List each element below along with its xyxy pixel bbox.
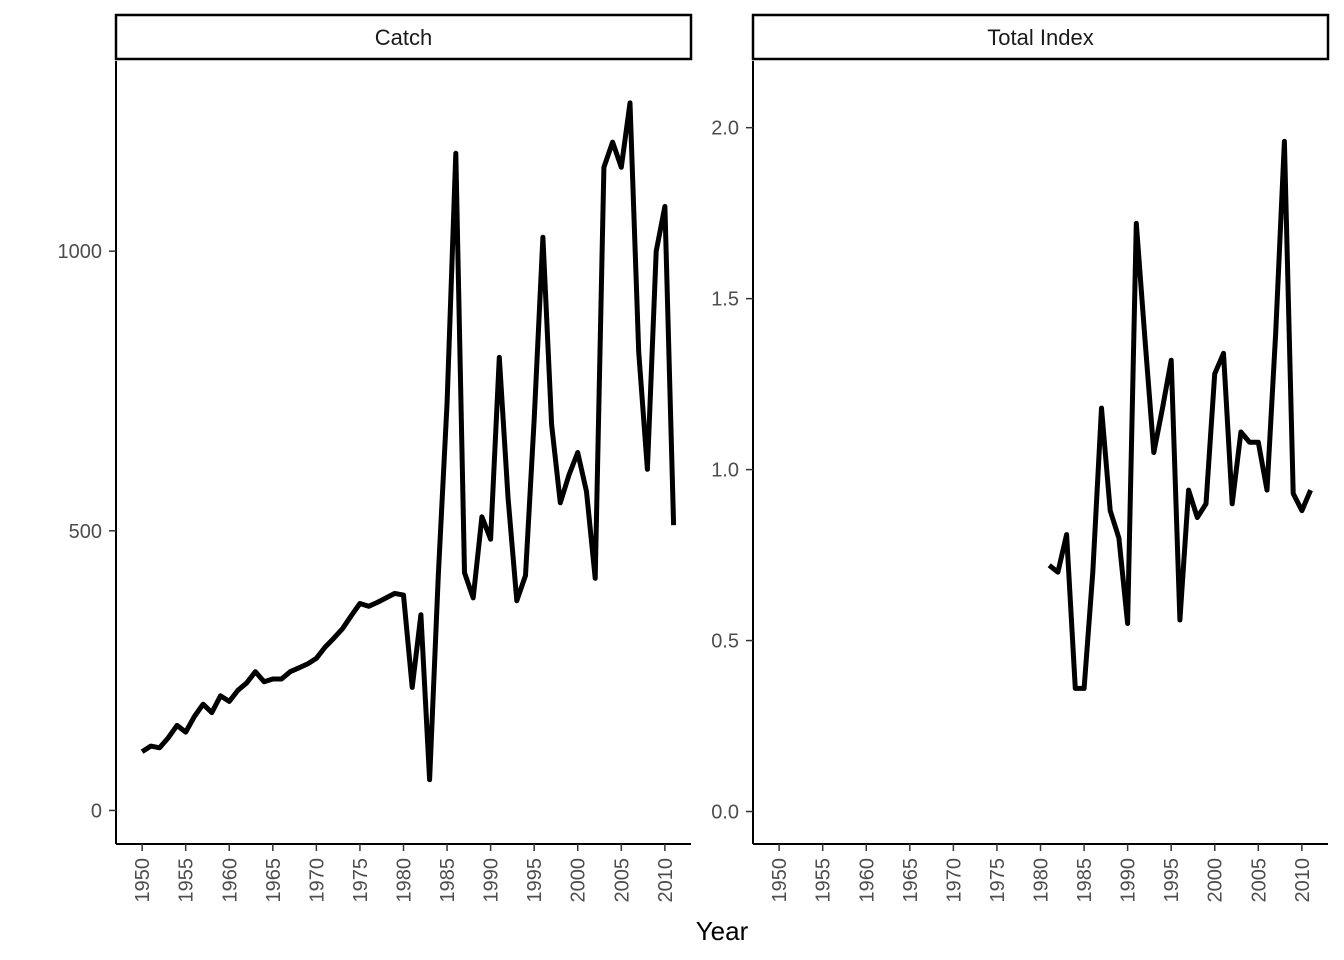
panel-catch: Catch 0 500 1000 1950 1955 1960 1965 1970 1975 198… — [58, 13, 693, 903]
y-tick-label: 0.0 — [711, 802, 739, 824]
x-tick-label: 1980 — [394, 858, 416, 903]
x-tick-label: 1995 — [524, 858, 546, 903]
x-tick-label: 1990 — [481, 858, 503, 903]
x-tick-label: 2010 — [1292, 858, 1314, 903]
x-tick-label: 1975 — [987, 858, 1009, 903]
series-line-total-index — [1047, 138, 1313, 691]
panel-total-index: Total Index 0.0 0.5 1.0 1.5 2.0 1950 1955 1960 19… — [711, 13, 1330, 903]
x-tick-label: 1985 — [1074, 858, 1096, 903]
x-tick-label: 1995 — [1161, 858, 1183, 903]
panel-strip — [751, 13, 1330, 61]
y-tick-label: 500 — [69, 521, 102, 543]
x-tick-label: 1950 — [769, 858, 791, 903]
panel-strip-title: Total Index — [987, 25, 1093, 50]
x-tick-label: 1965 — [900, 858, 922, 903]
x-tick-label: 1980 — [1031, 858, 1053, 903]
x-tick-label: 1965 — [263, 858, 285, 903]
panel-strip-title: Catch — [375, 25, 432, 50]
x-tick-label: 1955 — [176, 858, 198, 903]
y-tick-label: 0.5 — [711, 631, 739, 653]
x-tick-label: 1950 — [132, 858, 154, 903]
x-tick-label: 2005 — [1248, 858, 1270, 903]
x-tick-label: 1970 — [306, 858, 328, 903]
y-tick-label: 1000 — [58, 241, 103, 263]
series-line-catch — [140, 100, 677, 783]
y-tick-label: 0 — [91, 800, 102, 822]
x-tick-label: 1990 — [1118, 858, 1140, 903]
x-tick-label: 2010 — [655, 858, 677, 903]
panel-strip — [114, 13, 693, 61]
x-tick-label: 1970 — [943, 858, 965, 903]
x-axis-title: Year — [696, 916, 749, 946]
x-tick-label: 2000 — [568, 858, 590, 903]
x-tick-label: 1955 — [813, 858, 835, 903]
x-tick-label: 2005 — [611, 858, 633, 903]
y-tick-label: 1.0 — [711, 460, 739, 482]
x-tick-label: 1985 — [437, 858, 459, 903]
x-tick-label: 2000 — [1205, 858, 1227, 903]
x-tick-label: 1960 — [219, 858, 241, 903]
x-tick-label: 1960 — [856, 858, 878, 903]
chart-panels: Catch 0 500 1000 1950 1955 1960 1965 1970 1975 198… — [58, 13, 1330, 903]
y-tick-label: 2.0 — [711, 118, 739, 140]
x-tick-label: 1975 — [350, 858, 372, 903]
y-tick-label: 1.5 — [711, 289, 739, 311]
